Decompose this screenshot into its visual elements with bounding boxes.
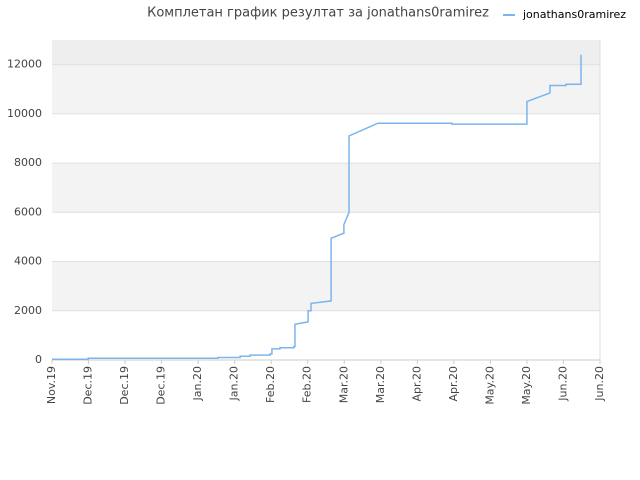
y-tick-label: 8000 (14, 156, 42, 169)
plot-band (52, 163, 600, 213)
x-tick-label: Mar.20 (374, 366, 387, 403)
x-tick-label: Dec.19 (82, 366, 95, 405)
x-tick-label: Jun.20 (593, 366, 606, 402)
x-tick-label: Nov.19 (45, 366, 58, 404)
y-tick-label: 2000 (14, 304, 42, 317)
x-tick-label: Dec.19 (118, 366, 131, 405)
series-line (52, 54, 582, 361)
x-tick-label: Feb.20 (264, 366, 277, 403)
y-tick-label: 10000 (7, 107, 42, 120)
chart-title: Комплетан график резултат за jonathans0r… (147, 6, 489, 21)
x-tick-label: Apr.20 (410, 366, 423, 402)
x-tick-label: May.20 (520, 366, 533, 405)
x-tick-label: Mar.20 (337, 366, 350, 403)
x-tick-label: Jan.20 (191, 366, 204, 401)
plot-band (52, 261, 600, 311)
x-tick-label: May.20 (483, 366, 496, 405)
x-tick-label: Apr.20 (447, 366, 460, 402)
x-tick-label: Jun.20 (556, 366, 569, 402)
y-tick-label: 12000 (7, 58, 42, 71)
x-tick-label: Jan.20 (228, 366, 241, 401)
y-tick-label: 0 (35, 353, 42, 366)
plot-band (52, 64, 600, 114)
x-tick-label: Feb.20 (301, 366, 314, 403)
x-tick-label: Dec.19 (155, 366, 168, 405)
y-tick-label: 6000 (14, 205, 42, 218)
legend-label: jonathans0ramirez (522, 8, 626, 21)
y-tick-label: 4000 (14, 255, 42, 268)
plot-band (52, 40, 600, 65)
